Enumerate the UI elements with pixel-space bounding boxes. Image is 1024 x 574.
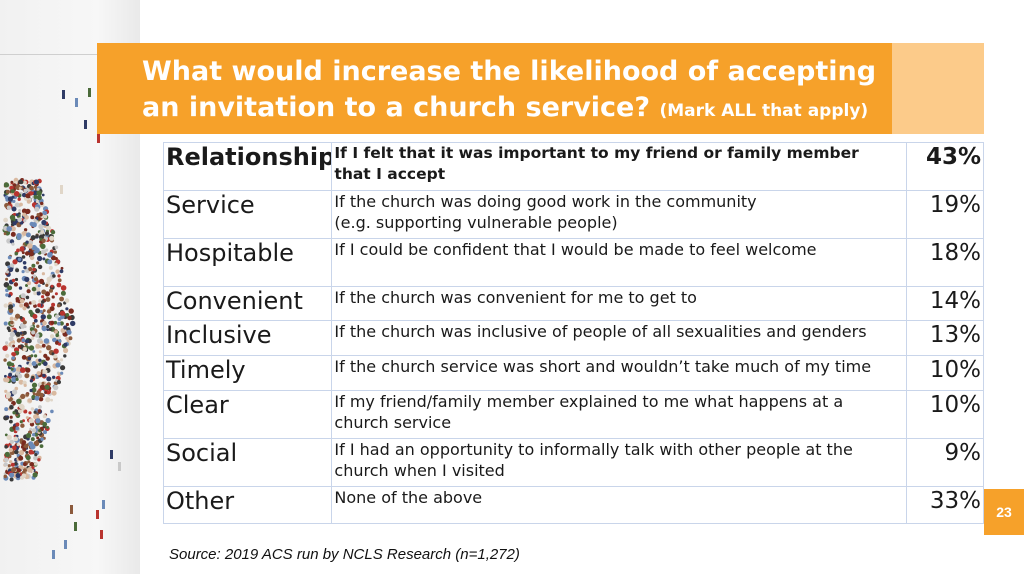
category-cell: Inclusive <box>162 320 333 356</box>
category-cell: Social <box>162 438 333 487</box>
description-line: None of the above <box>334 488 483 507</box>
description-cell: If I had an opportunity to informally ta… <box>331 438 907 487</box>
table-row: Other None of the above 33% <box>162 486 985 524</box>
results-table: Relationship If I felt that it was import… <box>162 142 985 524</box>
title-banner-tab <box>892 43 984 134</box>
table-row: Hospitable If I could be confident that I… <box>162 238 985 287</box>
description-line: If the church was convenient for me to g… <box>334 288 697 307</box>
description-cell: If the church was doing good work in the… <box>331 190 907 239</box>
crowd-image <box>2 88 121 559</box>
page-number: 23 <box>984 489 1024 535</box>
category-cell: Relationship <box>162 142 333 191</box>
category-cell: Hospitable <box>162 238 333 287</box>
percent-cell: 13% <box>905 320 985 356</box>
table-row: Inclusive If the church was inclusive of … <box>162 320 985 356</box>
description-cell: If I could be confident that I would be … <box>331 238 907 287</box>
description-line: church when I visited <box>334 461 505 480</box>
description-line: church service <box>334 413 452 432</box>
percent-cell: 43% <box>905 142 985 191</box>
description-line: If I could be confident that I would be … <box>334 240 817 259</box>
percent-cell: 10% <box>905 355 985 391</box>
table-row: Social If I had an opportunity to informa… <box>162 438 985 487</box>
description-line: that I accept <box>334 165 446 183</box>
description-cell: If I felt that it was important to my fr… <box>331 142 907 191</box>
category-cell: Service <box>162 190 333 239</box>
slide-title: What would increase the likelihood of ac… <box>142 54 882 129</box>
source-note: Source: 2019 ACS run by NCLS Research (n… <box>169 546 520 563</box>
description-cell: If my friend/family member explained to … <box>331 390 907 439</box>
table-row: Relationship If I felt that it was import… <box>162 142 985 191</box>
table-row: Service If the church was doing good work… <box>162 190 985 239</box>
description-line: If the church was doing good work in the… <box>334 192 757 211</box>
description-cell: If the church was inclusive of people of… <box>331 320 907 356</box>
description-cell: If the church service was short and woul… <box>331 355 907 391</box>
title-banner <box>97 43 892 134</box>
table-row: Convenient If the church was convenient f… <box>162 286 985 321</box>
description-cell: If the church was convenient for me to g… <box>331 286 907 321</box>
category-cell: Other <box>162 486 333 524</box>
percent-cell: 33% <box>905 486 985 524</box>
description-line: If the church was inclusive of people of… <box>334 322 867 341</box>
percent-cell: 18% <box>905 238 985 287</box>
description-line: If I felt that it was important to my fr… <box>334 144 859 162</box>
description-line: If my friend/family member explained to … <box>334 392 844 411</box>
divider <box>0 54 100 55</box>
category-cell: Clear <box>162 390 333 439</box>
title-note: (Mark ALL that apply) <box>659 101 869 121</box>
title-line-1: What would increase the likelihood of ac… <box>142 56 877 87</box>
percent-cell: 14% <box>905 286 985 321</box>
category-cell: Convenient <box>162 286 333 321</box>
title-line-2: an invitation to a church service? (Mark… <box>142 90 882 129</box>
percent-cell: 10% <box>905 390 985 439</box>
table-row: Timely If the church service was short an… <box>162 355 985 391</box>
category-cell: Timely <box>162 355 333 391</box>
percent-cell: 19% <box>905 190 985 239</box>
table-row: Clear If my friend/family member explaine… <box>162 390 985 439</box>
description-cell: None of the above <box>331 486 907 524</box>
description-line: If I had an opportunity to informally ta… <box>334 440 853 459</box>
description-line: (e.g. supporting vulnerable people) <box>334 213 618 232</box>
description-line: If the church service was short and woul… <box>334 357 872 376</box>
title-line-2-text: an invitation to a church service? <box>142 92 651 123</box>
percent-cell: 9% <box>905 438 985 487</box>
